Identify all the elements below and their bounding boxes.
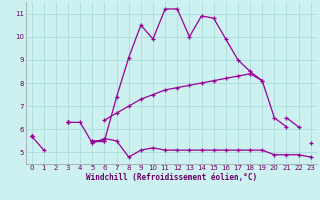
X-axis label: Windchill (Refroidissement éolien,°C): Windchill (Refroidissement éolien,°C) [86,173,257,182]
